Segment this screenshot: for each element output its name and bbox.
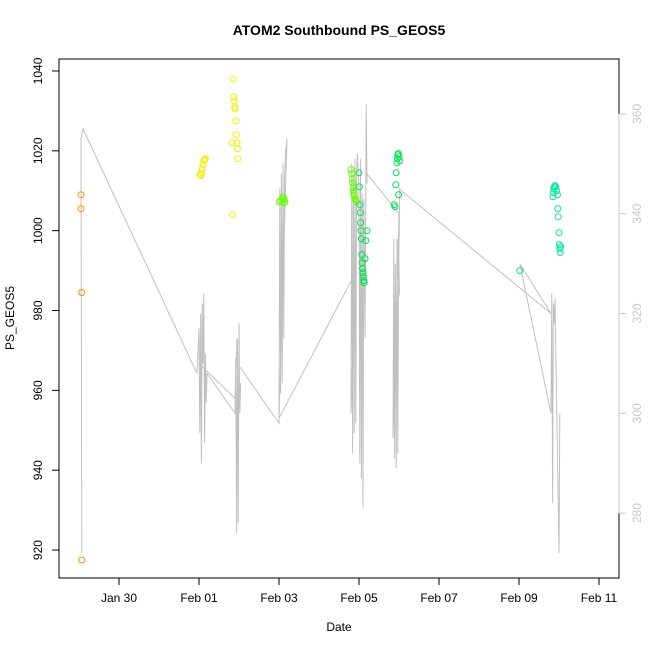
- y-tick-label: 960: [31, 380, 45, 400]
- data-point: [552, 183, 560, 191]
- x-tick-label: Feb 11: [581, 591, 618, 605]
- plot-frame: [58, 58, 620, 579]
- data-point: [230, 97, 238, 105]
- y-tick-label: 1000: [31, 217, 45, 244]
- data-point: [229, 211, 237, 219]
- y-tick-label: 1040: [31, 57, 45, 84]
- right-axis-series-line: [80, 103, 561, 554]
- data-point: [197, 169, 205, 177]
- data-point: [201, 156, 209, 164]
- data-point: [230, 93, 238, 101]
- x-axis: Jan 30 Feb 01 Feb 03 Feb 05 Feb 07 Feb 09 Feb …: [101, 577, 618, 605]
- y-axis-title: PS_GEOS5: [3, 286, 17, 350]
- y-tick-label: 980: [31, 300, 45, 320]
- x-tick-label: Feb 03: [260, 591, 298, 605]
- data-point: [348, 175, 356, 183]
- data-point: [200, 157, 208, 165]
- x-tick-label: Feb 05: [340, 591, 378, 605]
- x-tick-label: Feb 09: [500, 591, 538, 605]
- data-point: [391, 203, 399, 211]
- data-point: [196, 171, 204, 179]
- data-point: [392, 169, 400, 177]
- y-axis-left: 920 940 960 980 1000 1020 1040: [31, 57, 60, 560]
- data-point: [553, 191, 561, 199]
- data-point: [234, 155, 242, 163]
- data-point: [281, 198, 289, 206]
- data-point: [357, 219, 365, 227]
- data-point: [197, 172, 205, 180]
- data-point: [392, 181, 400, 189]
- y2-tick-label: 320: [630, 303, 644, 323]
- data-point: [355, 183, 363, 191]
- x-axis-title: Date: [326, 620, 352, 634]
- data-point: [77, 191, 85, 199]
- data-point: [78, 289, 86, 296]
- y2-tick-label: 340: [630, 203, 644, 223]
- data-point: [232, 117, 240, 125]
- data-point: [554, 205, 562, 213]
- data-point: [554, 213, 562, 221]
- data-point: [356, 201, 364, 209]
- data-point: [363, 227, 371, 235]
- scatter-points-layer: [77, 75, 565, 564]
- data-point: [396, 157, 404, 165]
- x-tick-label: Feb 01: [180, 591, 218, 605]
- data-point: [350, 192, 358, 199]
- data-point: [77, 205, 85, 213]
- y2-tick-label: 360: [630, 104, 644, 124]
- data-point: [232, 131, 240, 139]
- data-point: [233, 145, 241, 153]
- data-point: [360, 279, 368, 287]
- data-point: [201, 155, 209, 163]
- chart-title: ATOM2 Southbound PS_GEOS5: [233, 22, 446, 38]
- data-point: [361, 255, 369, 263]
- data-point: [555, 229, 563, 237]
- y2-tick-label: 280: [630, 503, 644, 523]
- data-point: [516, 267, 524, 275]
- data-point: [359, 269, 367, 277]
- y-axis-right: 280 300 320 340 360: [618, 104, 644, 523]
- data-point: [557, 243, 565, 251]
- data-point: [395, 153, 403, 161]
- data-point: [362, 237, 370, 245]
- data-point: [198, 165, 206, 173]
- data-point: [356, 209, 364, 217]
- y-tick-label: 1020: [31, 137, 45, 164]
- data-point: [394, 150, 402, 158]
- data-point: [357, 235, 365, 243]
- data-point: [355, 169, 363, 177]
- data-point: [78, 556, 86, 564]
- data-point: [229, 75, 237, 83]
- data-point: [395, 191, 403, 199]
- data-point: [549, 193, 557, 201]
- data-point: [349, 179, 357, 187]
- data-point: [556, 249, 564, 257]
- y-tick-label: 920: [31, 540, 45, 560]
- x-tick-label: Jan 30: [101, 591, 137, 605]
- data-point: [347, 166, 355, 174]
- data-point: [349, 187, 357, 195]
- x-tick-label: Feb 07: [420, 591, 458, 605]
- data-point: [348, 170, 356, 178]
- data-point: [359, 265, 367, 273]
- data-point: [280, 199, 288, 207]
- y2-tick-label: 300: [630, 403, 644, 423]
- data-point: [553, 187, 561, 195]
- right-axis-series-layer: [80, 103, 561, 554]
- data-point: [231, 105, 239, 113]
- y-tick-label: 940: [31, 460, 45, 480]
- data-point: [228, 139, 236, 147]
